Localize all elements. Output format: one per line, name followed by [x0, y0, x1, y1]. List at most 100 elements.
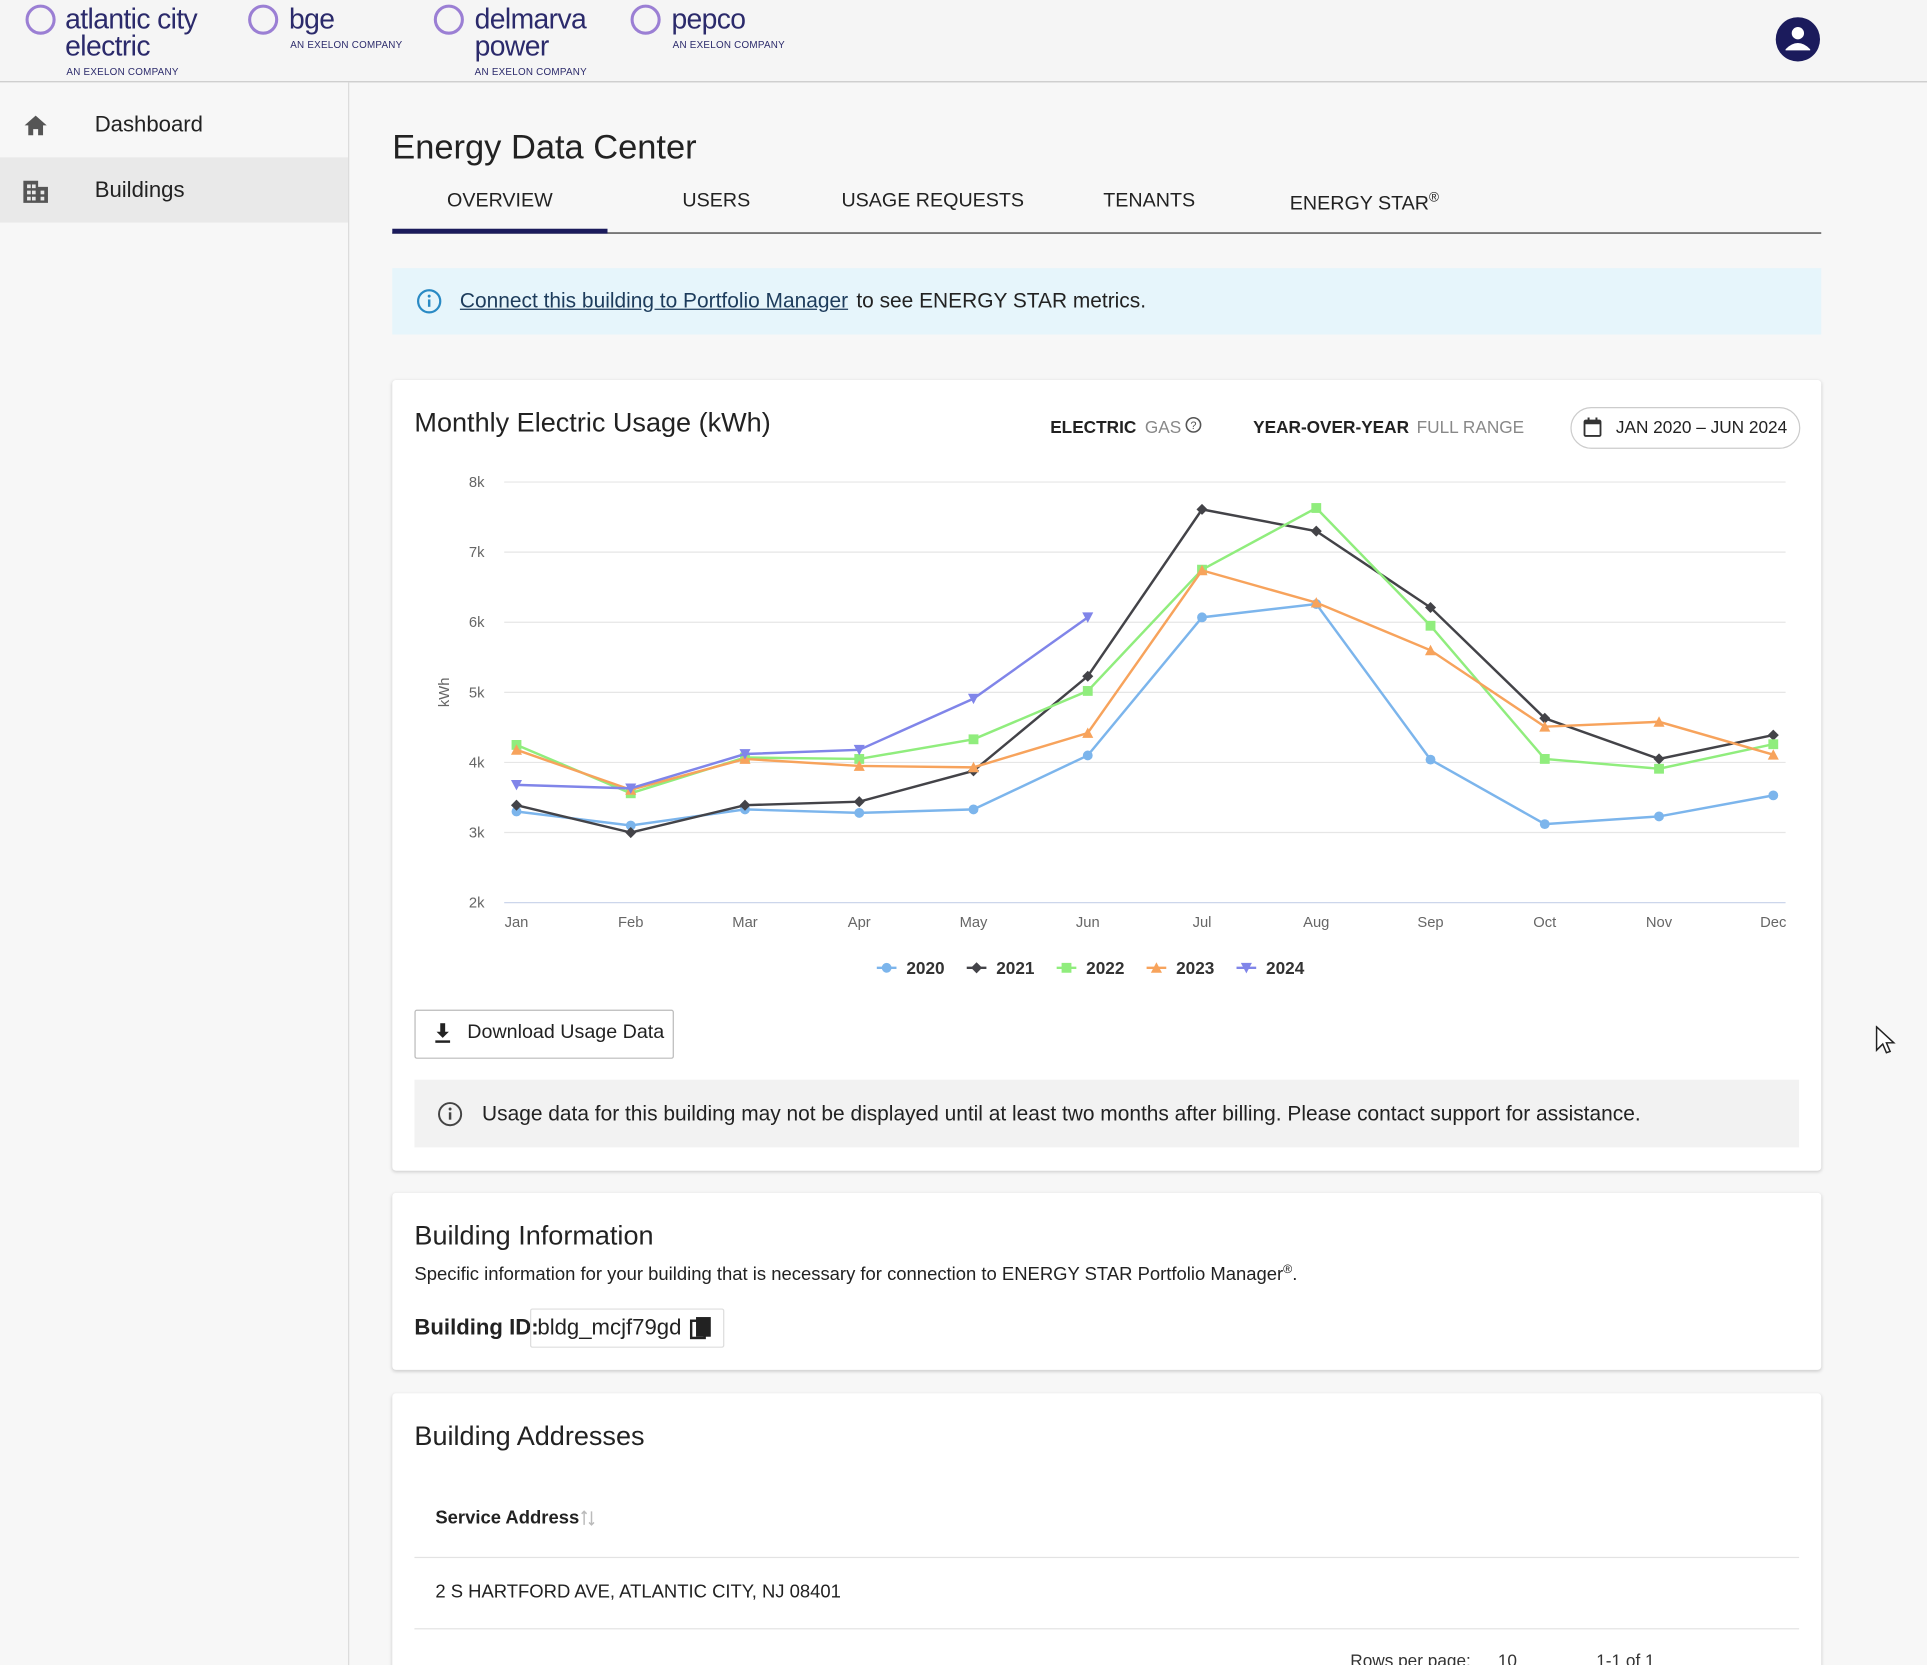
- brand-sub: AN EXELON COMPANY: [290, 39, 403, 51]
- legend-label[interactable]: 2022: [1086, 958, 1124, 978]
- nav-item[interactable]: Buildings: [94, 177, 185, 202]
- info-icon: [438, 1102, 463, 1127]
- point: [1654, 811, 1664, 822]
- point: [854, 807, 865, 818]
- point: [967, 761, 980, 773]
- x-tick-label: Jun: [1076, 915, 1100, 931]
- building-id: bldg_mcjf79gd: [537, 1314, 682, 1340]
- tab[interactable]: USERS: [682, 190, 751, 212]
- point: [511, 806, 522, 817]
- addresses-card: [392, 1393, 1822, 1665]
- header: [0, 0, 1927, 83]
- chart-title: Monthly Electric Usage (kWh): [414, 407, 771, 438]
- tab-label: ENERGY STAR: [1289, 193, 1430, 215]
- page-title: Energy Data Center: [392, 127, 697, 167]
- building-info-card: [392, 1192, 1822, 1370]
- user-avatar[interactable]: [1775, 16, 1822, 63]
- tab[interactable]: USAGE REQUESTS: [841, 190, 1025, 212]
- y-tick-label: 8k: [469, 475, 485, 491]
- rows-per-page[interactable]: 10: [1497, 1650, 1517, 1665]
- sidebar: [0, 82, 350, 1665]
- banner-link[interactable]: Connect this building to Portfolio Manag…: [459, 288, 849, 313]
- point: [1082, 727, 1094, 738]
- y-tick-label: 2k: [469, 896, 485, 912]
- legend-label[interactable]: 2020: [906, 958, 944, 978]
- mode-toggle[interactable]: FULL RANGE: [1416, 416, 1525, 437]
- building-icon: [23, 180, 48, 203]
- sort-icon[interactable]: [580, 1510, 595, 1527]
- legend-label[interactable]: 2021: [996, 958, 1035, 978]
- point: [853, 760, 865, 771]
- address-cell: 2 S HARTFORD AVE, ATLANTIC CITY, NJ 0840…: [435, 1581, 841, 1603]
- help-icon[interactable]: ?: [1184, 416, 1202, 434]
- x-tick-label: Oct: [1533, 915, 1556, 931]
- x-tick-label: Feb: [618, 915, 643, 931]
- download-button[interactable]: [414, 1009, 674, 1059]
- tab[interactable]: TENANTS: [1103, 190, 1196, 212]
- section-title: Building Addresses: [414, 1420, 645, 1452]
- tab-indicator: [392, 228, 608, 234]
- tab[interactable]: OVERVIEW: [447, 190, 553, 212]
- y-axis-title: kWh: [437, 678, 453, 708]
- row-divider: [414, 1556, 1800, 1559]
- brand-sub: AN EXELON COMPANY: [66, 66, 179, 78]
- logo-ring: [25, 4, 56, 35]
- point: [1424, 644, 1437, 656]
- brand-name[interactable]: atlantic city: [65, 2, 198, 35]
- point: [971, 962, 983, 974]
- tabs-rule: [392, 232, 1822, 234]
- fuel-toggle[interactable]: GAS: [1144, 416, 1182, 437]
- point: [1654, 763, 1664, 774]
- point: [1539, 819, 1550, 830]
- point: [968, 734, 979, 745]
- point: [1539, 754, 1550, 764]
- brand-name[interactable]: bge: [288, 2, 335, 35]
- column-header[interactable]: Service Address: [435, 1507, 580, 1529]
- y-tick-label: 3k: [469, 825, 485, 841]
- x-tick-label: Mar: [732, 915, 757, 931]
- point: [510, 779, 523, 791]
- registered-mark: ®: [1429, 190, 1439, 206]
- y-tick-label: 7k: [469, 545, 485, 561]
- fuel-toggle[interactable]: ELECTRIC: [1050, 416, 1137, 437]
- point: [1197, 612, 1207, 623]
- home-icon: [24, 115, 47, 136]
- download-label: Download Usage Data: [467, 1021, 665, 1043]
- point: [1768, 790, 1779, 801]
- point: [968, 804, 979, 815]
- y-tick-label: 4k: [469, 755, 485, 771]
- legend-label[interactable]: 2023: [1176, 958, 1214, 978]
- mode-toggle[interactable]: YEAR-OVER-YEAR: [1253, 416, 1410, 437]
- x-tick-label: Apr: [848, 915, 871, 931]
- series-line: [516, 616, 1089, 790]
- brand-name[interactable]: pepco: [671, 2, 746, 35]
- point: [1310, 597, 1322, 608]
- date-range-button[interactable]: [1570, 407, 1801, 449]
- brand-name[interactable]: delmarva: [474, 2, 587, 35]
- series-line: [516, 602, 1774, 827]
- description-text: Specific information for your building t…: [414, 1264, 1284, 1286]
- legend-label[interactable]: 2024: [1266, 958, 1305, 978]
- brand-sub: AN EXELON COMPANY: [672, 39, 785, 51]
- point: [1061, 962, 1072, 973]
- y-tick-label: 6k: [469, 615, 485, 631]
- registered-mark: ®: [1283, 1262, 1293, 1277]
- point: [1311, 503, 1322, 513]
- svg-text:?: ?: [1190, 420, 1196, 432]
- brand-sub: AN EXELON COMPANY: [474, 66, 587, 78]
- point: [854, 754, 865, 764]
- copy-icon[interactable]: [689, 1317, 712, 1342]
- point: [1653, 716, 1665, 727]
- brand-name[interactable]: power: [474, 29, 550, 62]
- brand-logos: [25, 4, 661, 35]
- brand-name[interactable]: electric: [65, 29, 150, 62]
- mouse-cursor: [1875, 1025, 1896, 1054]
- chart: 2k 3k 4k 5k 6k 7k 8k kWh Jan Feb Mar Apr May Jun Jul Au…: [437, 475, 1787, 978]
- point: [1196, 564, 1208, 576]
- tab[interactable]: ENERGY STAR®: [1257, 191, 1472, 216]
- nav-item[interactable]: Dashboard: [94, 111, 203, 137]
- point: [625, 783, 637, 794]
- series-line: [516, 508, 1774, 834]
- usage-note: [414, 1079, 1800, 1148]
